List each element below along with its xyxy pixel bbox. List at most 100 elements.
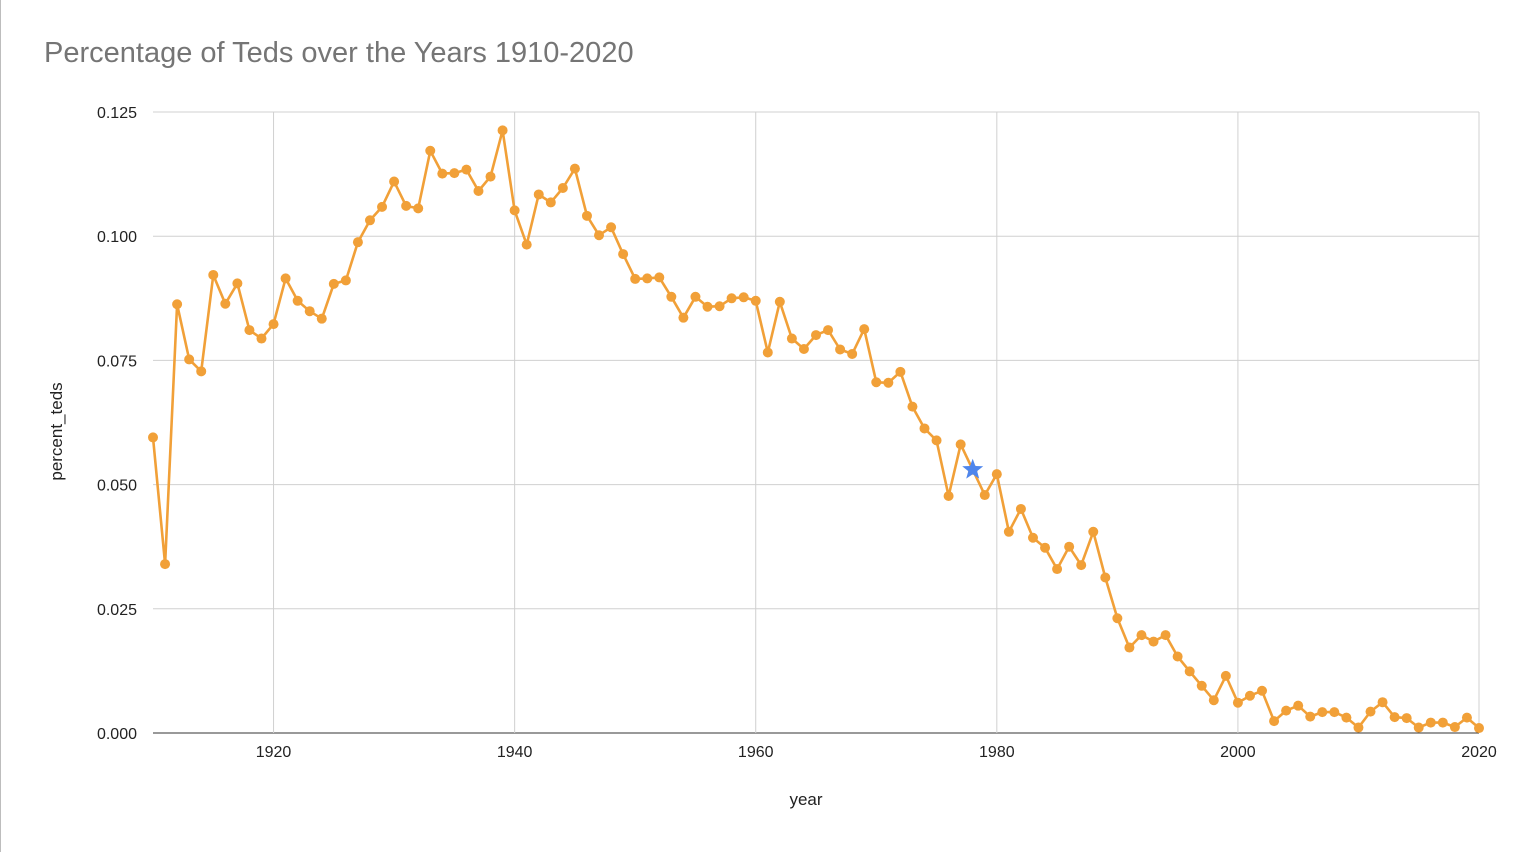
data-point xyxy=(304,306,315,317)
data-point xyxy=(678,312,689,323)
data-point xyxy=(943,491,954,502)
data-point xyxy=(823,325,834,336)
data-point xyxy=(618,249,629,260)
data-point xyxy=(1232,697,1243,708)
y-axis-ticks: 0.000 0.025 0.050 0.075 0.100 0.125 xyxy=(97,105,137,743)
data-point xyxy=(1160,630,1171,641)
x-tick-label: 1980 xyxy=(979,744,1015,761)
data-point xyxy=(811,330,821,341)
data-point xyxy=(750,295,761,306)
x-axis-ticks: 1920 1940 1960 1980 2000 2020 xyxy=(256,744,1497,761)
data-point xyxy=(473,185,484,196)
data-point xyxy=(1064,541,1075,552)
data-point xyxy=(292,295,303,306)
data-point xyxy=(1196,680,1207,691)
data-point xyxy=(1124,642,1135,653)
data-point xyxy=(1136,630,1147,641)
data-point xyxy=(1377,697,1388,708)
data-point xyxy=(352,237,363,248)
data-point xyxy=(738,292,749,303)
data-point xyxy=(1027,532,1038,543)
data-point xyxy=(413,203,424,214)
data-point xyxy=(1474,723,1484,734)
series-line xyxy=(151,129,1480,729)
data-point xyxy=(1437,717,1448,728)
data-point xyxy=(786,333,797,344)
data-point xyxy=(714,301,725,312)
highlight-marker xyxy=(962,458,984,479)
data-point xyxy=(1040,542,1051,553)
data-point xyxy=(569,163,580,174)
data-point xyxy=(461,164,472,175)
data-point xyxy=(148,432,158,443)
data-point xyxy=(907,401,918,412)
data-point xyxy=(1425,717,1436,728)
data-point xyxy=(835,344,846,355)
data-point xyxy=(208,269,219,280)
chart-title: Percentage of Teds over the Years 1910-2… xyxy=(44,37,634,69)
data-point xyxy=(1317,707,1328,718)
data-point xyxy=(1100,572,1111,583)
data-point xyxy=(1269,716,1280,727)
data-point xyxy=(268,319,279,330)
data-point xyxy=(581,210,592,221)
data-point xyxy=(1015,503,1026,514)
data-point xyxy=(1449,722,1460,733)
data-point xyxy=(1281,705,1292,716)
data-point xyxy=(497,125,508,136)
data-point xyxy=(1389,712,1400,723)
data-point xyxy=(1220,670,1231,681)
highlight-star-icon xyxy=(962,458,984,479)
data-point xyxy=(184,354,195,365)
data-point xyxy=(1076,560,1087,571)
data-point xyxy=(630,273,641,284)
data-point xyxy=(955,439,966,450)
data-point xyxy=(726,293,737,304)
data-point xyxy=(401,200,412,211)
data-point xyxy=(666,291,677,302)
data-point xyxy=(762,347,773,358)
data-point xyxy=(1052,564,1063,575)
data-point xyxy=(328,278,339,289)
data-point xyxy=(1112,613,1123,624)
data-point xyxy=(316,313,327,324)
data-point xyxy=(1329,707,1340,718)
data-point xyxy=(1172,651,1183,662)
data-point xyxy=(244,325,255,336)
x-tick-label: 1920 xyxy=(256,744,292,761)
data-point xyxy=(437,168,448,179)
data-point xyxy=(1257,685,1268,696)
x-tick-label: 2000 xyxy=(1220,744,1256,761)
data-point xyxy=(1305,711,1316,722)
data-point xyxy=(1088,526,1099,537)
data-point xyxy=(545,197,556,208)
data-point xyxy=(1148,636,1159,647)
data-point xyxy=(871,377,882,388)
data-point xyxy=(1184,666,1195,677)
x-tick-label: 1940 xyxy=(497,744,533,761)
data-point xyxy=(389,176,400,187)
data-point xyxy=(509,205,520,216)
data-point xyxy=(425,145,436,156)
data-point xyxy=(1208,695,1219,706)
data-point xyxy=(654,272,665,283)
data-point xyxy=(991,469,1002,480)
data-point xyxy=(1413,722,1424,733)
data-point xyxy=(1353,722,1364,733)
y-tick-label: 0.050 xyxy=(97,478,137,495)
data-point xyxy=(919,423,930,434)
gridlines xyxy=(153,111,1480,734)
data-point xyxy=(1244,690,1255,701)
data-point xyxy=(533,189,544,200)
data-point xyxy=(979,490,990,501)
data-point xyxy=(642,273,653,284)
data-point xyxy=(1341,712,1352,723)
data-point xyxy=(1365,706,1376,717)
data-point xyxy=(160,559,171,570)
data-point xyxy=(859,324,870,335)
data-point xyxy=(196,366,207,377)
data-point xyxy=(690,291,701,302)
data-point xyxy=(220,298,231,309)
data-point xyxy=(883,377,894,388)
y-tick-label: 0.025 xyxy=(97,602,137,619)
